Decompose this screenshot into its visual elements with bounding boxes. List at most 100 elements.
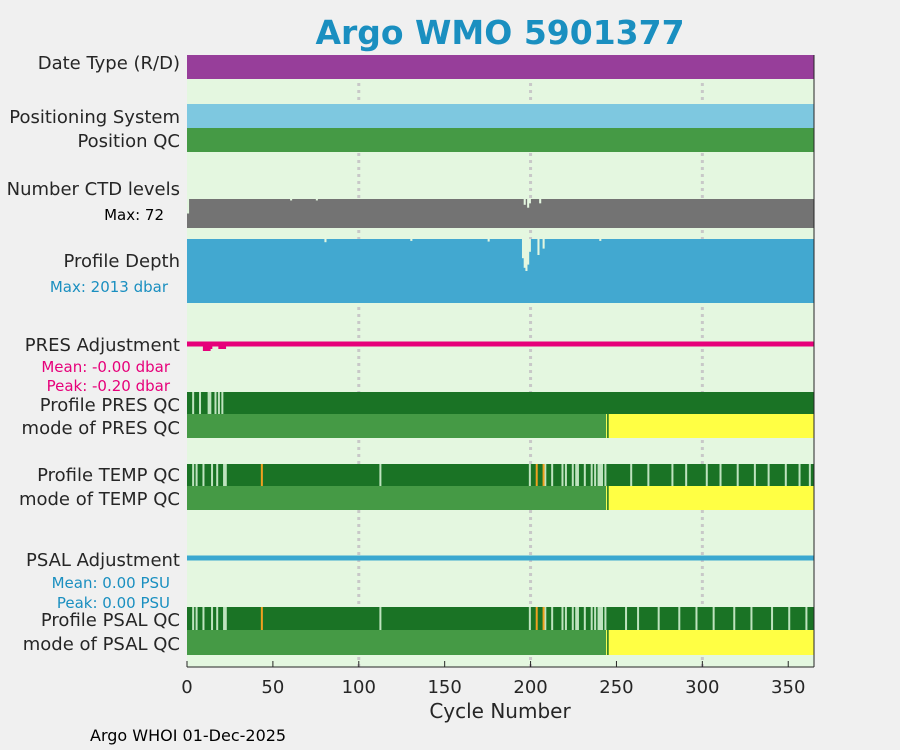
qc-good-tick [211,607,214,630]
row-label-0: Date Type (R/D) [38,53,180,74]
band-spike [539,199,542,204]
x-tick-label: 100 [342,677,376,698]
band-spike [542,239,545,249]
qc-good-tick [221,392,224,414]
x-tick-label: 50 [261,677,284,698]
qc-good-tick [808,464,811,486]
qc-good-tick [576,607,579,630]
qc-good-tick [564,607,567,630]
qc-good-tick [750,607,753,630]
row-label-5: PRES Adjustment [25,335,180,356]
qc-good-tick [671,464,674,486]
qc-good-tick [604,607,607,630]
qc-good-tick [733,607,736,630]
qc-good-tick [202,464,205,486]
qc-good-tick [805,607,808,630]
qc-good-tick [379,607,382,630]
band-spike [523,239,526,268]
plot-background [187,55,814,667]
qc-good-tick [767,464,770,486]
mode-segment-good [187,414,607,438]
mode-boundary [607,414,609,438]
qc-good-tick [753,464,756,486]
adjustment-dip [206,344,213,349]
x-tick-label: 350 [771,677,805,698]
qc-good-tick [604,464,607,486]
row-label-9: mode of TEMP QC [19,489,180,510]
qc-good-tick [195,464,198,486]
band-0 [187,55,814,79]
band-2 [187,128,814,152]
qc-good-tick [625,607,628,630]
qc-good-tick [223,607,226,630]
band-spike [315,199,318,201]
qc-good-tick [590,607,593,630]
band-spike [487,239,490,242]
x-tick-label: 0 [181,677,192,698]
x-tick-label: 200 [513,677,547,698]
mode-segment-adjusted [606,414,814,438]
band-spike [599,239,602,241]
row-label-7: mode of PRES QC [22,418,180,439]
band-spike [527,199,530,208]
qc-flag-tick [542,607,545,630]
footer-text: Argo WHOI 01-Dec-2025 [90,726,286,745]
qc-good-tick [214,392,217,414]
qc-good-tick [202,607,205,630]
qc-flag-tick [542,464,545,486]
qc-good-tick [597,464,600,486]
x-tick-label: 300 [685,677,719,698]
qc-good-tick [599,464,602,486]
band-8 [187,464,814,486]
qc-good-tick [575,464,578,486]
qc-good-tick [695,607,698,630]
qc-good-tick [594,607,597,630]
row-note-3: Max: 72 [104,206,164,224]
x-tick-label: 150 [427,677,461,698]
qc-good-tick [224,464,227,486]
qc-good-tick [224,607,227,630]
qc-good-tick [192,464,195,486]
qc-good-tick [600,464,603,486]
band-4 [187,239,814,303]
qc-good-tick [788,607,791,630]
qc-good-tick [207,392,210,414]
qc-good-tick [217,392,220,414]
band-spike [410,239,413,241]
qc-good-tick [551,607,554,630]
band-spike [528,199,531,204]
band-spike [324,239,327,243]
qc-good-tick [199,392,202,414]
row-label-4: Profile Depth [63,251,180,272]
mode-segment-adjusted [606,486,814,510]
qc-good-tick [211,464,214,486]
row-label-8: Profile TEMP QC [37,465,180,486]
row-note-10-1: Peak: 0.00 PSU [57,594,170,612]
qc-good-tick [630,464,633,486]
band-spike [537,239,540,255]
qc-good-tick [544,464,547,486]
chart-title: Argo WMO 5901377 [315,13,684,52]
qc-good-tick [637,607,640,630]
mode-segment-good [187,486,607,510]
qc-good-tick [544,607,547,630]
qc-good-tick [564,464,567,486]
qc-good-tick [771,607,774,630]
band-6 [187,392,814,414]
x-axis-label: Cycle Number [429,699,571,723]
qc-good-tick [528,464,531,486]
mode-segment-adjusted [606,630,814,655]
row-label-1: Positioning System [9,107,180,128]
qc-good-tick [798,464,801,486]
qc-good-tick [551,464,554,486]
x-tick-label: 250 [599,677,633,698]
row-note-5-1: Peak: -0.20 dbar [47,377,171,395]
qc-good-tick [192,607,195,630]
qc-good-tick [705,464,708,486]
qc-good-tick [712,607,715,630]
row-label-3: Number CTD levels [7,179,180,200]
qc-good-tick [599,607,602,630]
row-label-12: mode of PSAL QC [23,634,180,655]
band-11 [187,607,814,630]
